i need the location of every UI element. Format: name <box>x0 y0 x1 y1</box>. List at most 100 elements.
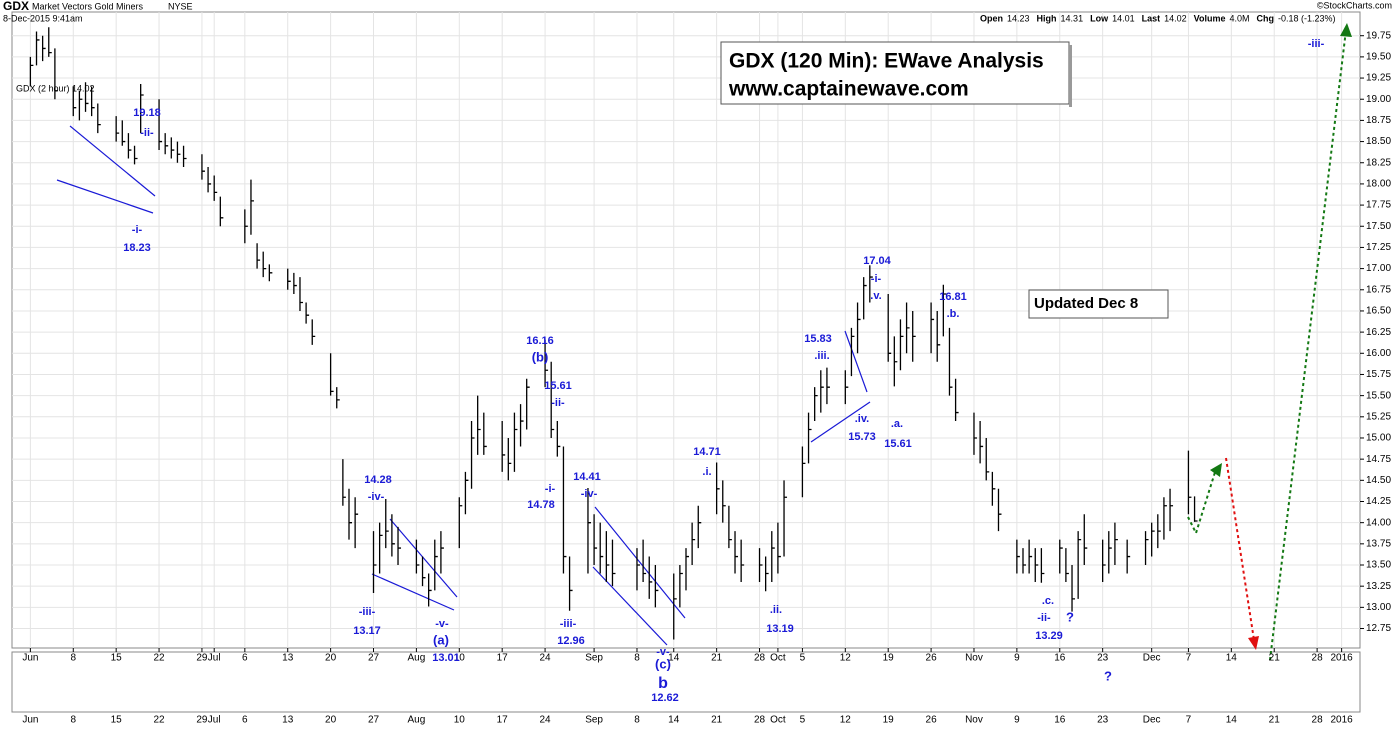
wave-label: -ii- <box>140 127 154 139</box>
x-tick-label: Nov <box>965 653 983 664</box>
ohlc-bar <box>348 488 352 540</box>
ohlc-bar <box>544 339 549 388</box>
y-tick-label: 17.00 <box>1366 263 1391 274</box>
ohlc-bar <box>1187 450 1192 515</box>
x-tick-label: 22 <box>153 653 165 664</box>
source: ©StockCharts.com <box>1317 0 1392 10</box>
wave-label: b <box>658 675 668 692</box>
ohlc-bar <box>397 526 402 566</box>
x-tick-label: 9 <box>1014 653 1020 664</box>
x-tick-label: Nov <box>965 715 983 726</box>
wave-label: 14.41 <box>573 471 601 483</box>
ohlc-bar <box>127 133 132 159</box>
quote-label: High <box>1037 13 1057 23</box>
ohlc-bar <box>287 268 291 290</box>
wave-label: -i- <box>545 483 556 495</box>
quote-value: 14.31 <box>1061 13 1084 23</box>
wave-label: -ii- <box>551 397 565 409</box>
quote-label: Volume <box>1194 13 1226 23</box>
x-tick-label: 10 <box>454 715 466 726</box>
x-tick-label: 17 <box>497 653 509 664</box>
x-tick-label: 2016 <box>1330 715 1353 726</box>
ohlc-bar <box>1083 514 1088 566</box>
wave-label: -iv- <box>368 491 385 503</box>
wave-label: 12.62 <box>651 692 679 704</box>
ohlc-bar <box>899 319 904 371</box>
ohlc-bar <box>250 179 254 235</box>
ohlc-bar <box>170 137 175 159</box>
ohlc-bar <box>979 421 984 464</box>
quote-value: 14.23 <box>1007 13 1030 23</box>
ohlc-bar <box>29 56 34 87</box>
chart-title: GDX (120 Min): EWave Analysis <box>729 50 1044 73</box>
y-tick-label: 14.75 <box>1366 454 1391 465</box>
ohlc-bar <box>1114 522 1118 566</box>
y-tick-label: 13.25 <box>1366 581 1391 592</box>
ohlc-bar <box>893 336 898 387</box>
ohlc-bar <box>78 90 83 121</box>
y-tick-label: 19.00 <box>1366 94 1391 105</box>
ohlc-bar <box>997 488 1002 532</box>
ohlc-bar <box>1028 539 1033 574</box>
x-tick-label: 13 <box>282 653 294 664</box>
y-tick-label: 18.50 <box>1366 136 1391 147</box>
quote-label: Last <box>1142 13 1161 23</box>
ohlc-bar <box>354 497 359 549</box>
wave-label: 12.96 <box>557 635 585 647</box>
ohlc-bar <box>679 565 683 608</box>
ohlc-bar <box>164 133 169 155</box>
quote-value: 4.0M <box>1230 13 1250 23</box>
ohlc-bar <box>378 522 383 574</box>
ohlc-bar <box>391 514 395 557</box>
ohlc-bar <box>654 565 659 608</box>
x-tick-label: Aug <box>408 715 426 726</box>
ohlc-bar <box>464 471 469 515</box>
x-tick-label: 16 <box>1054 715 1066 726</box>
x-tick-label: 14 <box>668 715 680 726</box>
ohlc-bar <box>244 209 248 244</box>
wave-label: ? <box>1066 609 1074 624</box>
ohlc-bar <box>728 505 732 549</box>
x-tick-label: 9 <box>1014 715 1020 726</box>
wave-label: .v. <box>870 290 881 302</box>
x-tick-label: 10 <box>454 653 466 664</box>
quote-value: 14.02 <box>1164 13 1187 23</box>
ohlc-bar <box>84 82 89 112</box>
ohlc-bar <box>1193 496 1198 522</box>
y-tick-label: 19.50 <box>1366 52 1391 63</box>
quote-value: 14.01 <box>1112 13 1135 23</box>
ohlc-bar <box>826 367 830 405</box>
ohlc-bar <box>777 522 781 574</box>
ohlc-bar <box>673 573 677 640</box>
y-tick-label: 17.50 <box>1366 221 1391 232</box>
x-tick-label: 24 <box>540 653 552 664</box>
x-tick-label: 12 <box>840 653 852 664</box>
ohlc-bar <box>636 548 640 591</box>
ohlc-bar <box>936 310 941 362</box>
ohlc-bar <box>219 196 224 227</box>
wave-label: 16.16 <box>526 335 554 347</box>
ohlc-bar <box>697 505 702 549</box>
ohlc-bar <box>470 421 475 489</box>
ohlc-bar <box>912 310 916 362</box>
x-tick-label: 29 <box>196 653 208 664</box>
ohlc-bar <box>201 154 205 180</box>
wave-label: .a. <box>891 418 903 430</box>
ohlc-bar <box>415 539 420 574</box>
x-tick-label: 7 <box>1186 715 1192 726</box>
ohlc-bar <box>887 294 892 362</box>
title-shadow <box>1069 45 1072 107</box>
x-tick-label: Jul <box>208 653 221 664</box>
x-tick-label: 14 <box>1226 653 1238 664</box>
chart-subtitle: www.captainewave.com <box>728 78 969 101</box>
ohlc-bar <box>850 327 855 377</box>
ohlc-bar <box>856 302 861 354</box>
wave-label: 17.04 <box>863 255 891 267</box>
ohlc-bar <box>1065 548 1069 582</box>
x-tick-label: 28 <box>754 653 766 664</box>
ohlc-bar <box>550 361 555 438</box>
x-tick-label: Jun <box>22 653 38 664</box>
wave-label: 15.61 <box>544 380 572 392</box>
ohlc-bar <box>176 141 181 163</box>
y-tick-label: 15.50 <box>1366 390 1391 401</box>
